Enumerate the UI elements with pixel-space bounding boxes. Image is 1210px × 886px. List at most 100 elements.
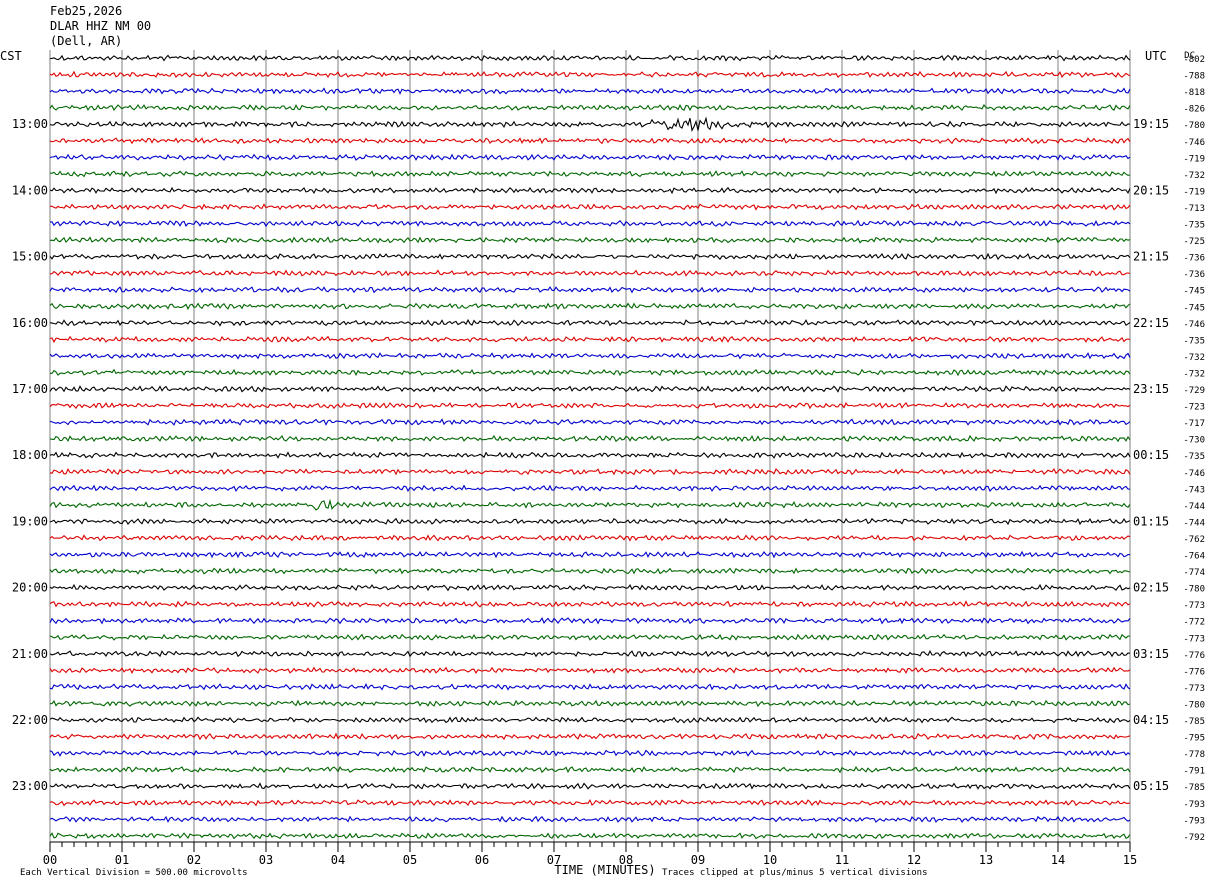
utc-time-label: 03:15 (1133, 647, 1169, 661)
cst-time-label: 13:00 (12, 117, 48, 131)
dc-offset-label: -744 (1183, 518, 1205, 528)
dc-offset-label: -791 (1183, 767, 1205, 777)
trace-line (49, 302, 1131, 311)
cst-header-label: CST (0, 49, 22, 63)
dc-offset-label: -713 (1183, 204, 1205, 214)
x-tick-label: 13 (979, 853, 993, 867)
dc-offset-label: -785 (1183, 783, 1205, 793)
dc-offset-label: -735 (1183, 452, 1205, 462)
trace-line (49, 236, 1131, 244)
dc-offset-label: -732 (1183, 369, 1205, 379)
dc-offset-label: -723 (1183, 403, 1205, 413)
time-axis: 00 01 02 03 04 05 06 07 08 09 10 11 12 13 14 15 TIME (MI… (20, 841, 1137, 878)
trace-line (49, 600, 1131, 608)
x-tick-label: 08 (619, 853, 633, 867)
trace-line (49, 534, 1131, 542)
trace-line (49, 732, 1131, 741)
trace-line (49, 116, 1131, 132)
dc-header-label: DC (1184, 51, 1195, 61)
dc-offset-label: -746 (1183, 138, 1205, 148)
dc-offset-label: -732 (1183, 353, 1205, 363)
trace-line (49, 699, 1131, 708)
dc-offset-label: -772 (1183, 618, 1205, 628)
dc-offset-label: -788 (1183, 72, 1205, 82)
trace-line (49, 352, 1131, 360)
x-tick-label: 07 (547, 853, 561, 867)
x-tick-label: 03 (259, 853, 273, 867)
x-tick-label: 14 (1051, 853, 1065, 867)
trace-line (49, 137, 1131, 145)
dc-offset-label: -802 (1183, 55, 1205, 65)
dc-offset-label: -780 (1183, 700, 1205, 710)
scale-note: Each Vertical Division = 500.00 microvol… (20, 868, 248, 878)
trace-line (49, 451, 1131, 459)
dc-offset-label: -762 (1183, 535, 1205, 545)
dc-offset-label: -778 (1183, 750, 1205, 760)
trace-line (49, 318, 1131, 327)
trace-line (49, 269, 1131, 277)
dc-offset-label: -729 (1183, 386, 1205, 396)
cst-time-label: 17:00 (12, 382, 48, 396)
clip-note: Traces clipped at plus/minus 5 vertical … (662, 868, 928, 878)
trace-line (49, 252, 1131, 261)
trace-line (49, 401, 1131, 410)
cst-time-label: 19:00 (12, 514, 48, 528)
dc-offset-label: -736 (1183, 254, 1205, 264)
minute-gridlines (49, 50, 1131, 842)
dc-offset-label: -774 (1183, 568, 1205, 578)
dc-offset-label: -746 (1183, 320, 1205, 330)
dc-offset-label: -776 (1183, 651, 1205, 661)
dc-offset-label: -719 (1183, 154, 1205, 164)
trace-line (49, 832, 1131, 840)
dc-offset-label: -745 (1183, 303, 1205, 313)
trace-line (49, 666, 1131, 675)
utc-time-label: 20:15 (1133, 183, 1169, 197)
trace-line (49, 418, 1131, 426)
utc-time-label: 19:15 (1133, 117, 1169, 131)
cst-time-label: 16:00 (12, 316, 48, 330)
cst-time-label: 14:00 (12, 183, 48, 197)
x-tick-label: 10 (763, 853, 777, 867)
trace-line (49, 286, 1131, 294)
trace-line (49, 186, 1131, 195)
utc-time-label: 02:15 (1133, 581, 1169, 595)
utc-time-label: 22:15 (1133, 316, 1169, 330)
dc-offset-label: -745 (1183, 287, 1205, 297)
dc-offset-label: -818 (1183, 88, 1205, 98)
x-tick-label: 01 (115, 853, 129, 867)
x-tick-label: 05 (403, 853, 417, 867)
dc-offset-label: -736 (1183, 270, 1205, 280)
dc-offset-label: -773 (1183, 601, 1205, 611)
dc-offset-label: -719 (1183, 187, 1205, 197)
dc-offset-label: -735 (1183, 336, 1205, 346)
utc-time-label: 05:15 (1133, 779, 1169, 793)
trace-line (49, 484, 1130, 493)
dc-offset-label: -717 (1183, 419, 1205, 429)
x-tick-label: 15 (1123, 853, 1137, 867)
trace-line (49, 170, 1131, 178)
trace-line (49, 87, 1131, 95)
trace-line (49, 203, 1131, 211)
trace-line (49, 335, 1131, 344)
trace-line (49, 583, 1131, 592)
dc-offset-label: -732 (1183, 171, 1205, 181)
x-tick-label: 00 (43, 853, 57, 867)
trace-line (49, 749, 1131, 757)
cst-time-label: 22:00 (12, 713, 48, 727)
dc-offset-label: -773 (1183, 634, 1205, 644)
dc-offset-label: -780 (1183, 121, 1205, 131)
trace-line (49, 70, 1131, 79)
trace-line (49, 683, 1131, 691)
utc-time-label: 21:15 (1133, 250, 1169, 264)
trace-layer (49, 54, 1131, 840)
location-label: (Dell, AR) (50, 34, 123, 48)
trace-line (49, 815, 1131, 823)
x-tick-label: 11 (835, 853, 849, 867)
trace-line (49, 368, 1131, 377)
dc-offset-label: -826 (1183, 105, 1205, 115)
x-tick-label: 02 (187, 853, 201, 867)
label-layer: -802 -788 -818 -826 -780 -746 -719 -732 -719 -713… (0, 49, 1205, 843)
cst-time-label: 18:00 (12, 448, 48, 462)
dc-offset-label: -795 (1183, 734, 1205, 744)
station-label: DLAR HHZ NM 00 (50, 19, 152, 33)
